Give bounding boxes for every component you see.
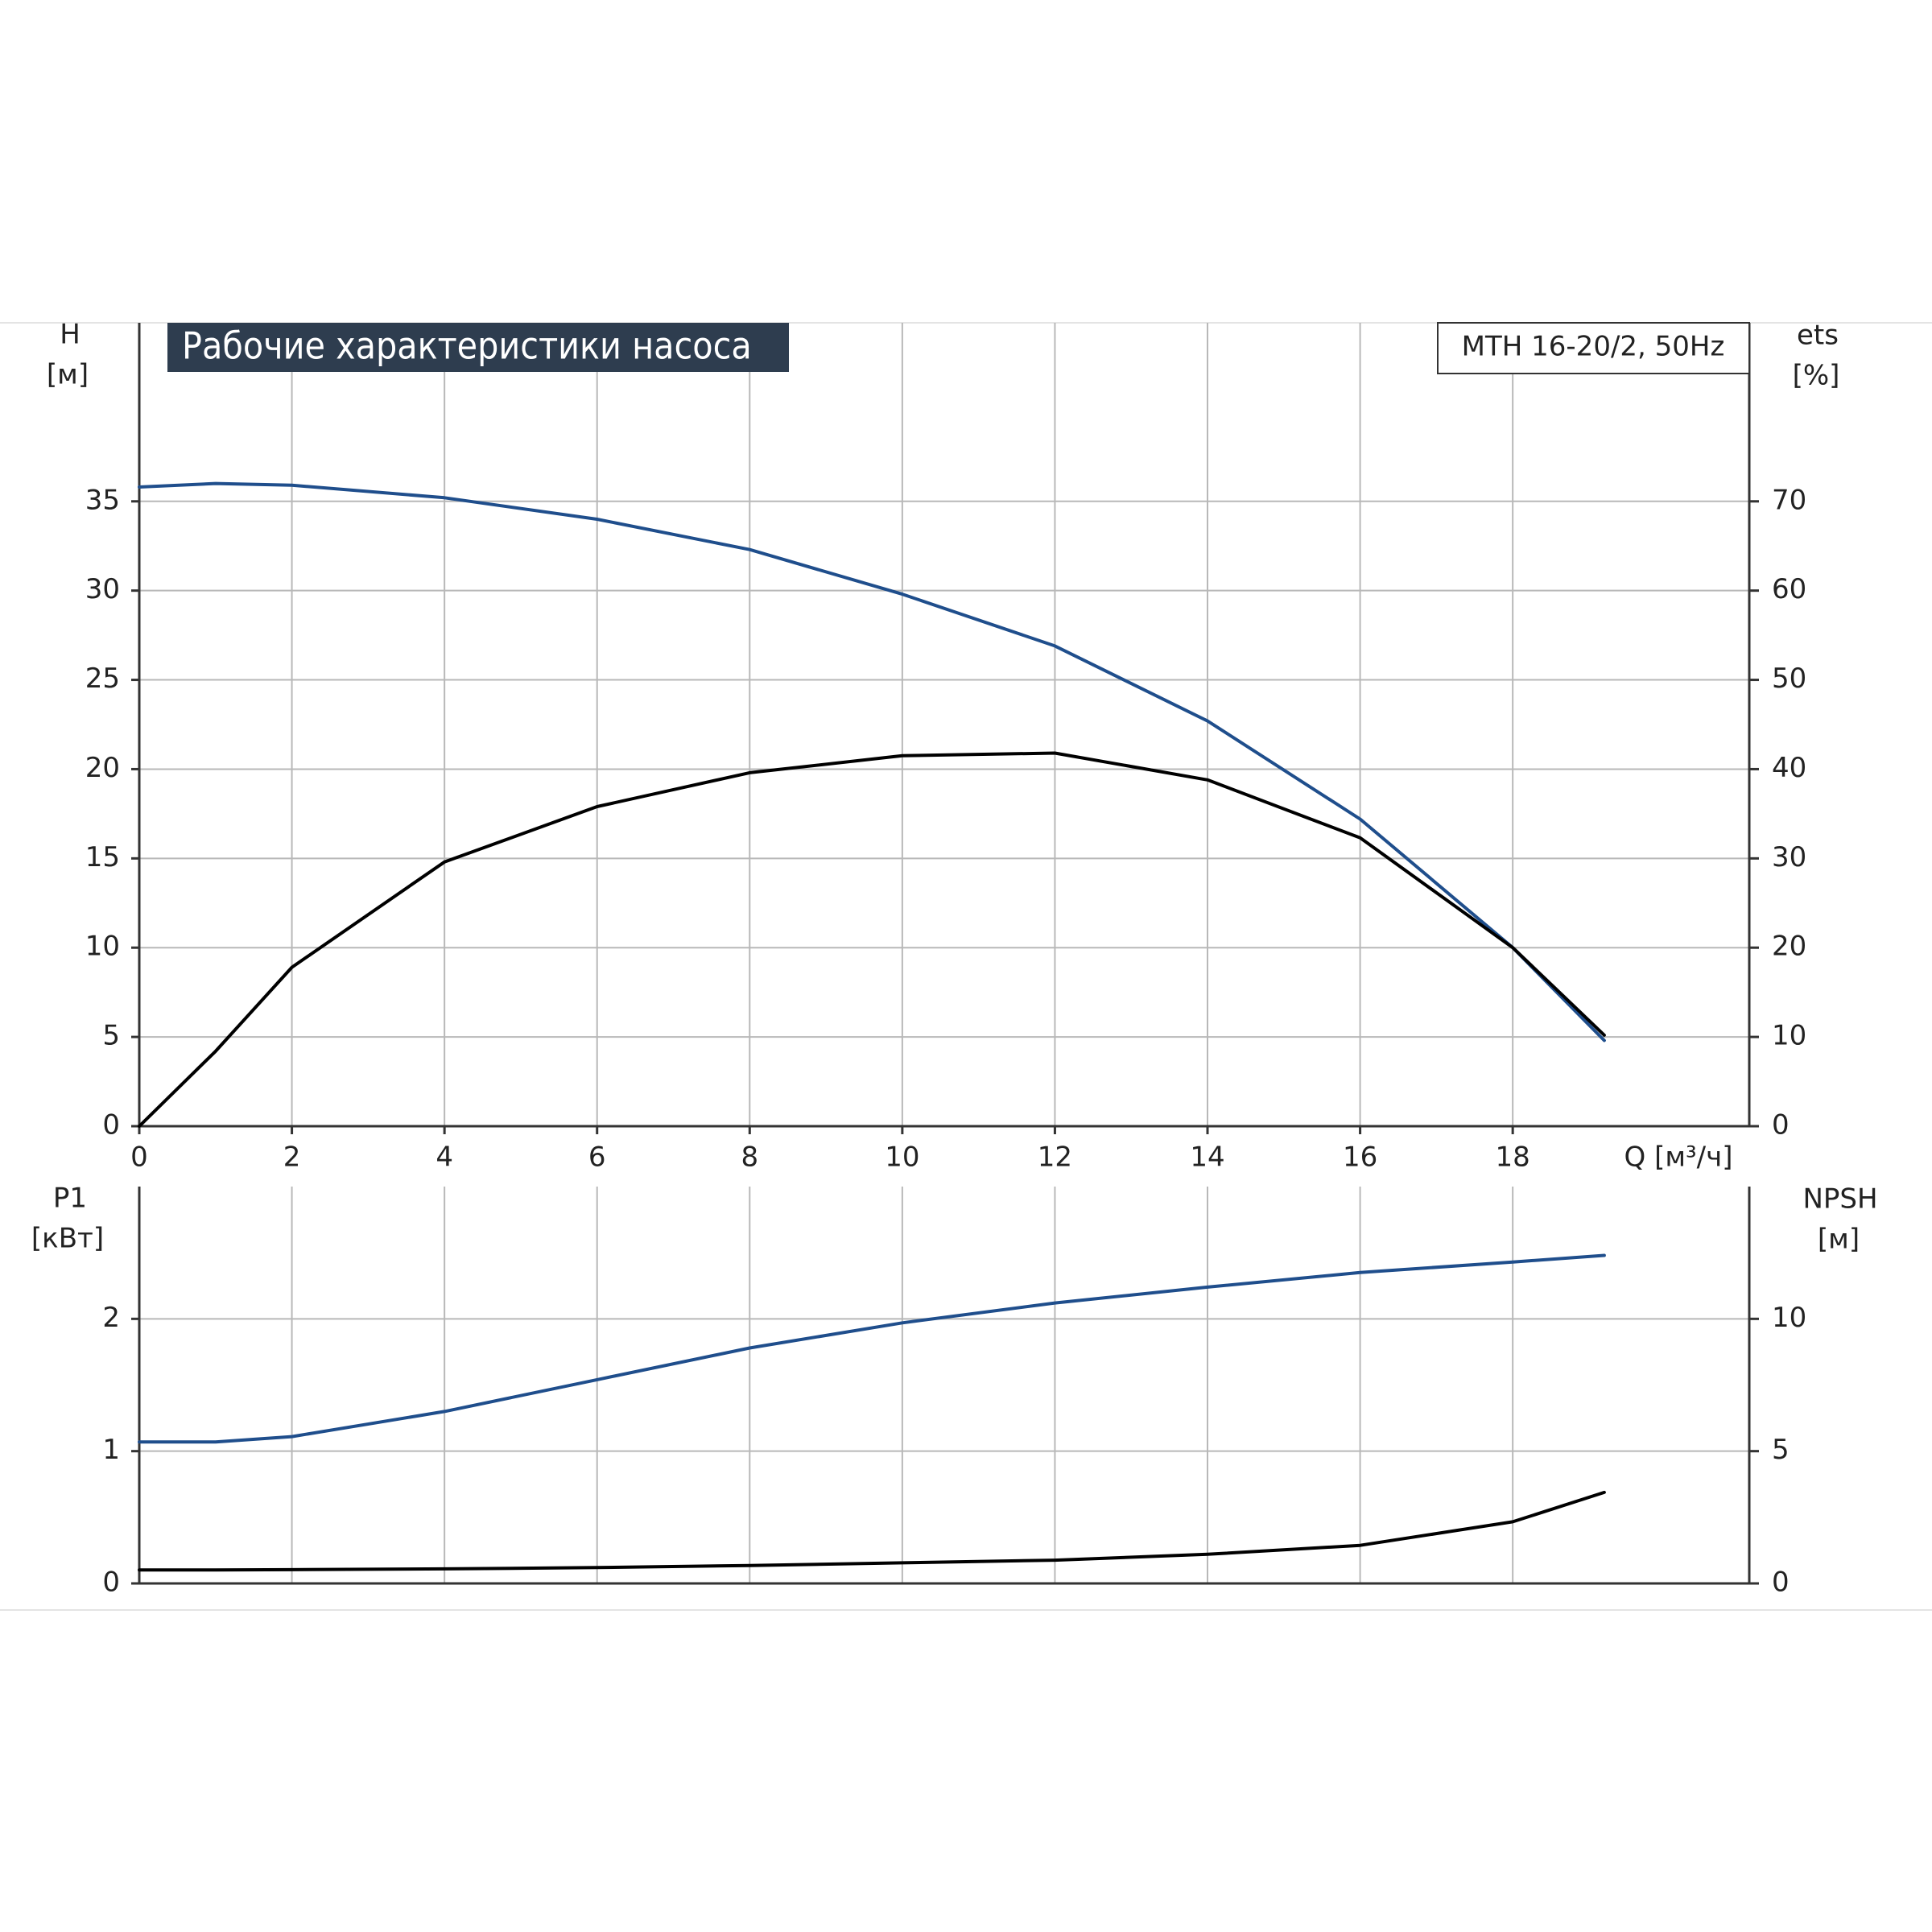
x-tick-label: 14: [1190, 1141, 1224, 1174]
y2-tick-label: 0: [1772, 1109, 1790, 1141]
y-unit: [м]: [47, 359, 89, 391]
chart-title: Рабочие характеристики насоса: [182, 324, 752, 368]
y-label: H: [60, 319, 80, 351]
x-tick-label: 16: [1343, 1141, 1377, 1174]
y-label: P1: [53, 1183, 87, 1215]
y2-tick-label: 20: [1772, 931, 1806, 963]
x-tick-label: 8: [741, 1141, 758, 1174]
x-tick-label: 6: [588, 1141, 606, 1174]
y-tick-label: 1: [102, 1434, 120, 1466]
y-tick-label: 35: [85, 484, 120, 516]
y2-tick-label: 40: [1772, 752, 1806, 784]
y2-tick-label: 70: [1772, 484, 1806, 516]
y2-tick-label: 50: [1772, 663, 1806, 695]
curve: [138, 751, 1606, 1128]
x-tick-label: 12: [1038, 1141, 1072, 1174]
curve: [138, 1490, 1606, 1572]
x-tick-label: 0: [130, 1141, 148, 1174]
y2-unit: [м]: [1818, 1224, 1860, 1256]
curve: [138, 1253, 1606, 1444]
y-tick-label: 20: [85, 752, 120, 784]
annotation: MTH 16-20/2, 50Hz: [1462, 331, 1725, 363]
y2-unit: [%]: [1793, 360, 1840, 392]
y-tick-label: 2: [102, 1302, 120, 1334]
y2-tick-label: 10: [1772, 1302, 1806, 1334]
y-tick-label: 10: [85, 931, 120, 963]
x-tick-label: 4: [436, 1141, 453, 1174]
y2-tick-label: 60: [1772, 573, 1806, 605]
y2-tick-label: 30: [1772, 841, 1806, 873]
x-label: Q [м³/ч]: [1624, 1141, 1733, 1174]
x-tick-label: 2: [283, 1141, 301, 1174]
y2-tick-label: 5: [1772, 1434, 1790, 1466]
y-tick-label: 5: [102, 1020, 120, 1052]
annotation-box: [1437, 322, 1750, 374]
y2-label: ets: [1797, 320, 1839, 352]
y2-tick-label: 10: [1772, 1020, 1806, 1052]
title-box: [167, 323, 789, 372]
y-unit: [кВт]: [31, 1223, 104, 1255]
x-tick-label: 10: [885, 1141, 919, 1174]
y-tick-label: 15: [85, 841, 120, 873]
y2-label: NPSH: [1802, 1183, 1877, 1216]
x-tick-label: 18: [1496, 1141, 1530, 1174]
y-tick-label: 25: [85, 663, 120, 695]
y-tick-label: 0: [102, 1109, 120, 1141]
y2-tick-label: 0: [1772, 1567, 1790, 1599]
curve: [138, 481, 1606, 1042]
y-tick-label: 30: [85, 573, 120, 605]
y-tick-label: 0: [102, 1567, 120, 1599]
